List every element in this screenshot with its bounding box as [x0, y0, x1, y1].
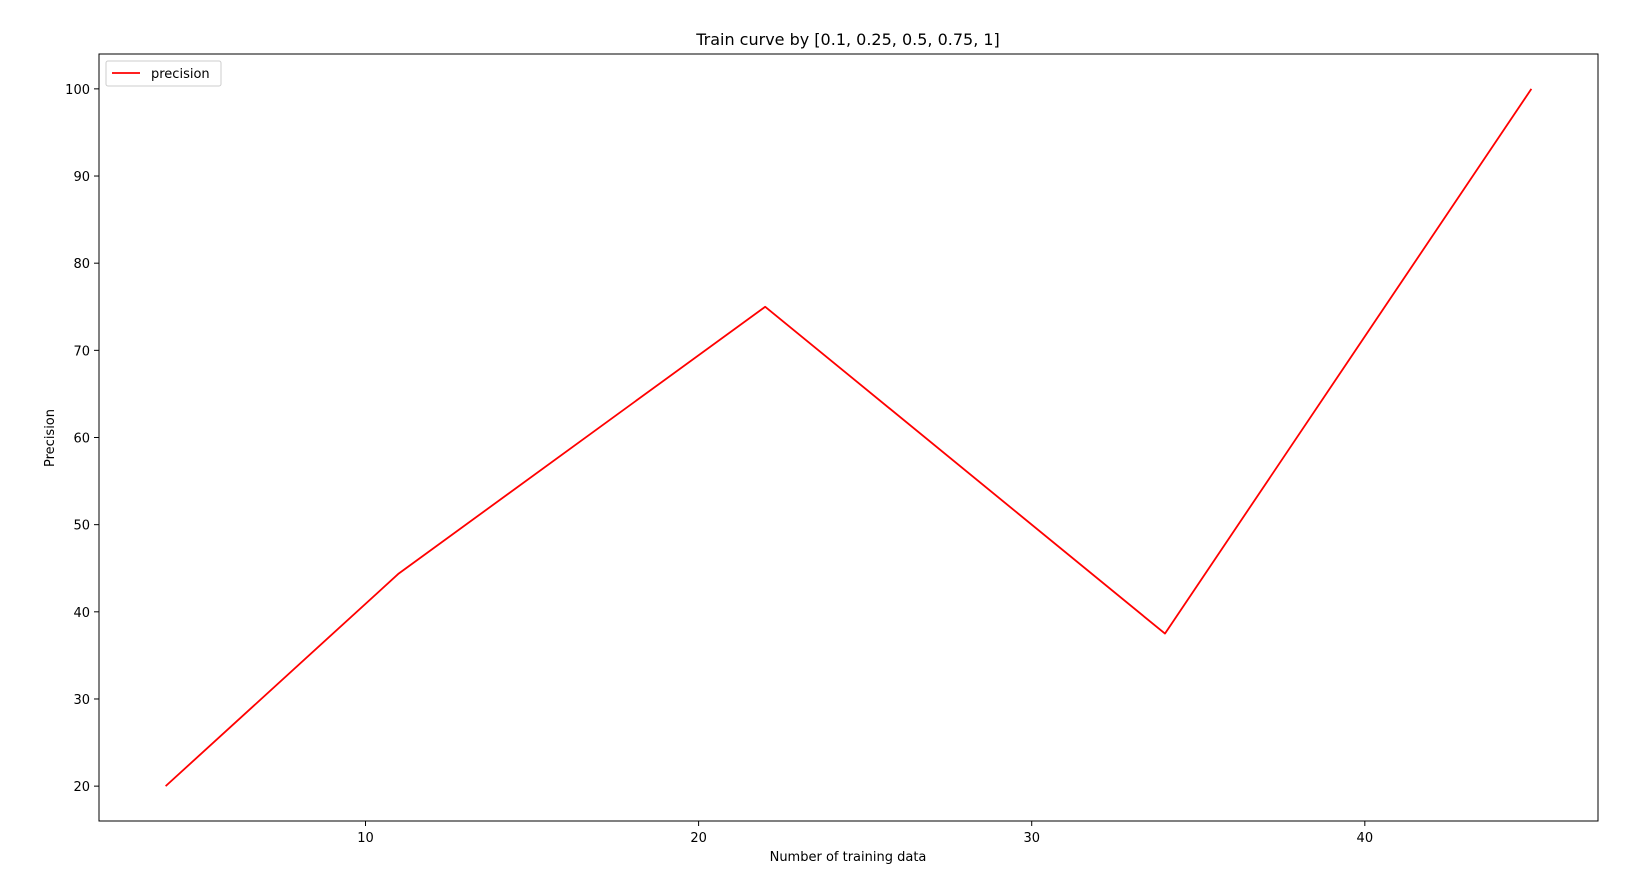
x-axis-label: Number of training data: [770, 850, 927, 865]
y-tick-label: 20: [73, 780, 90, 795]
y-tick-label: 30: [73, 693, 90, 708]
x-axis-ticks: 10 20 30 40: [357, 821, 1373, 846]
y-tick-label: 40: [73, 606, 90, 621]
legend-label-precision: precision: [151, 67, 210, 82]
x-tick-label: 30: [1023, 831, 1040, 846]
y-tick-label: 50: [73, 519, 90, 534]
legend-box: [105, 60, 222, 87]
chart-title: Train curve by [0.1, 0.25, 0.5, 0.75, 1]: [695, 30, 1000, 49]
legend: precision: [105, 60, 222, 87]
y-tick-label: 80: [73, 257, 90, 272]
series-line-precision: [165, 88, 1533, 787]
y-tick-label: 100: [65, 83, 90, 98]
y-tick-label: 70: [73, 344, 90, 359]
x-tick-label: 40: [1357, 831, 1374, 846]
series-layer: [165, 88, 1533, 787]
y-tick-label: 60: [73, 432, 90, 447]
x-tick-label: 20: [690, 831, 707, 846]
y-tick-label: 90: [73, 170, 90, 185]
y-axis-label: Precision: [43, 409, 58, 467]
x-tick-label: 10: [357, 831, 374, 846]
y-axis-ticks: 20 30 40 50 60 70 80 90 100: [65, 83, 99, 795]
